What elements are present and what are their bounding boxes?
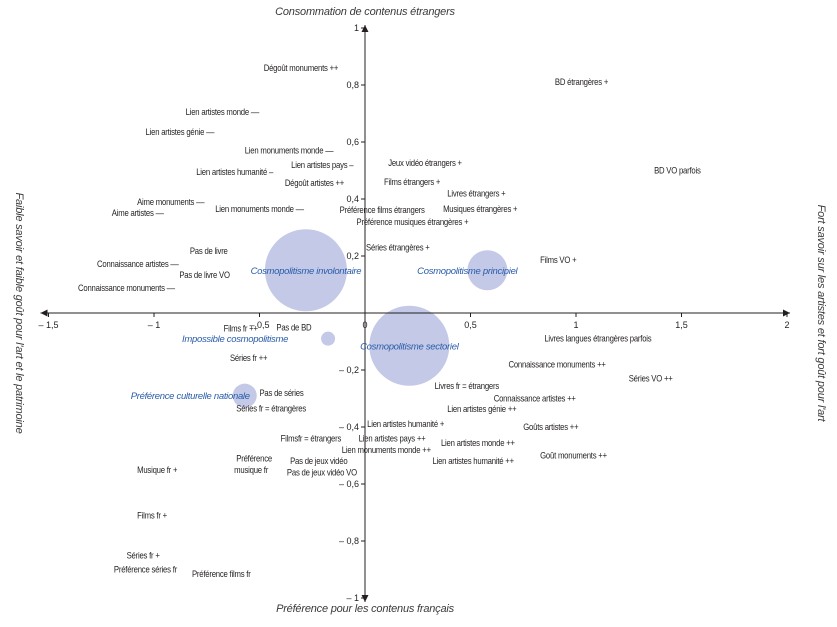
point-label: Pas de séries <box>260 387 304 398</box>
point-label: Livres étrangers + <box>447 188 505 199</box>
point-label: Préférence films étrangers <box>340 205 425 216</box>
point-label: Filmsfr = étrangers <box>281 433 342 444</box>
x-axis-left-arrow-icon <box>40 309 48 317</box>
y-tick-label: 0,6 <box>346 137 359 147</box>
point-label: Lien artistes monde ++ <box>441 437 515 448</box>
x-tick-label: 2 <box>784 320 789 330</box>
point-label: Lien artistes humanité – <box>196 166 273 177</box>
y-tick-label: – 1 <box>346 593 359 603</box>
y-tick-label: 1 <box>354 23 359 33</box>
point-label: Goûts artistes ++ <box>523 421 578 432</box>
point-label: Lien artistes génie –– <box>146 126 215 137</box>
point-label: Préférence séries fr <box>114 564 177 575</box>
cluster-bubble <box>321 331 336 346</box>
cluster-bubbles <box>232 229 508 408</box>
point-label: Dégoût monuments ++ <box>264 62 339 73</box>
axis-title-left: Faible savoir et faible goût pour l'art … <box>13 193 25 434</box>
point-label: Lien artistes monde –– <box>186 106 260 117</box>
x-tick-label: – 0,5 <box>249 320 269 330</box>
y-tick-label: – 0,6 <box>339 479 359 489</box>
point-label: Séries VO ++ <box>629 373 673 384</box>
point-label: Jeux vidéo étrangers + <box>388 158 462 169</box>
x-tick-label: – 1 <box>148 320 161 330</box>
point-label: Connaissance monuments ++ <box>508 359 606 370</box>
point-label: BD VO parfois <box>654 165 701 176</box>
point-label: Pas de jeux vidéo <box>290 456 348 467</box>
point-label: Lien artistes pays ++ <box>359 433 426 444</box>
point-label: Pas de livre VO <box>179 270 230 281</box>
point-label: Lien artistes pays – <box>291 159 354 170</box>
point-label: Pas de jeux vidéo VO <box>287 467 358 478</box>
point-labels: Dégoût monuments ++ Lien artistes monde –… <box>78 62 701 579</box>
cluster-label: Cosmopolitisme sectoriel <box>360 341 460 352</box>
point-label: Préférence musiques étrangères + <box>357 216 469 227</box>
x-tick-label: 1,5 <box>675 320 688 330</box>
point-label: Aime monuments –– <box>137 196 205 207</box>
axis-title-top: Consommation de contenus étrangers <box>275 6 455 18</box>
y-tick-label: 0,8 <box>346 80 359 90</box>
y-tick-label: – 0,2 <box>339 365 359 375</box>
point-label: Lien artistes humanité + <box>367 419 444 430</box>
point-label: Lien monuments monde –– <box>245 145 334 156</box>
y-tick-label: – 0,4 <box>339 422 359 432</box>
x-tick-label: 1 <box>573 320 578 330</box>
point-label: Connaissance artistes ++ <box>494 393 576 404</box>
point-label: Films étrangers + <box>384 176 441 187</box>
axis-title-right: Fort savoir sur les artistes et fort goû… <box>815 205 827 423</box>
point-label: Préférence films fr <box>192 568 251 579</box>
cluster-bubble <box>467 250 508 291</box>
y-tick-label: – 0,8 <box>339 536 359 546</box>
point-label: Goût monuments ++ <box>540 450 607 461</box>
point-label: Dégoût artistes ++ <box>285 177 345 188</box>
x-tick-label: – 1,5 <box>38 320 58 330</box>
point-label: Lien artistes humanité ++ <box>433 456 515 467</box>
cluster-bubble <box>264 229 347 312</box>
cluster-label: Préférence culturelle nationale <box>131 391 250 402</box>
point-label: Livres fr = étrangers <box>435 380 499 391</box>
cluster-bubble <box>369 305 450 386</box>
point-label: Connaissance artistes –– <box>97 258 179 269</box>
point-label: Aime artistes –– <box>112 208 164 219</box>
x-tick-label: 0,5 <box>464 320 477 330</box>
point-label: Livres langues étrangères parfois <box>544 333 651 344</box>
point-label: Lien monuments monde –– <box>215 203 304 214</box>
cluster-label: Cosmopolitisme involontaire <box>251 266 362 277</box>
point-label: BD étrangères + <box>555 77 609 88</box>
point-label: Séries fr = étrangères <box>236 403 306 414</box>
point-label: Pas de livre <box>190 245 228 256</box>
point-label: Lien monuments monde ++ <box>342 444 431 455</box>
point-label: Préférence <box>236 453 272 464</box>
axis-title-bottom: Préférence pour les contenus français <box>276 603 455 615</box>
point-label: Films VO + <box>540 254 577 265</box>
point-label: Musiques étrangères + <box>443 203 518 214</box>
point-label: Séries étrangères + <box>366 242 430 253</box>
point-label: Pas de BD <box>276 322 311 333</box>
y-tick-label: 0,2 <box>346 251 359 261</box>
cluster-bubble <box>232 383 257 408</box>
point-label: Musique fr + <box>137 464 177 475</box>
cluster-label: Cosmopolitisme principiel <box>417 266 518 277</box>
point-label: Séries fr ++ <box>230 352 268 363</box>
point-label: Lien artistes génie ++ <box>447 403 516 414</box>
cluster-label: Impossible cosmopolitisme <box>182 334 288 345</box>
x-tick-label: 0 <box>362 320 367 330</box>
point-label: Séries fr + <box>127 550 160 561</box>
point-label: Connaissance monuments –– <box>78 282 175 293</box>
y-tick-label: 0,4 <box>346 194 359 204</box>
axes: – 1,5 – 1 – 0,5 0 0,5 1 1,5 2 1 0,8 0,6 0,4 0,2 – 0,2… <box>38 23 790 603</box>
point-label: Films fr ++ <box>224 323 258 334</box>
point-label: Films fr + <box>137 510 167 521</box>
point-label: musique fr <box>234 464 268 475</box>
